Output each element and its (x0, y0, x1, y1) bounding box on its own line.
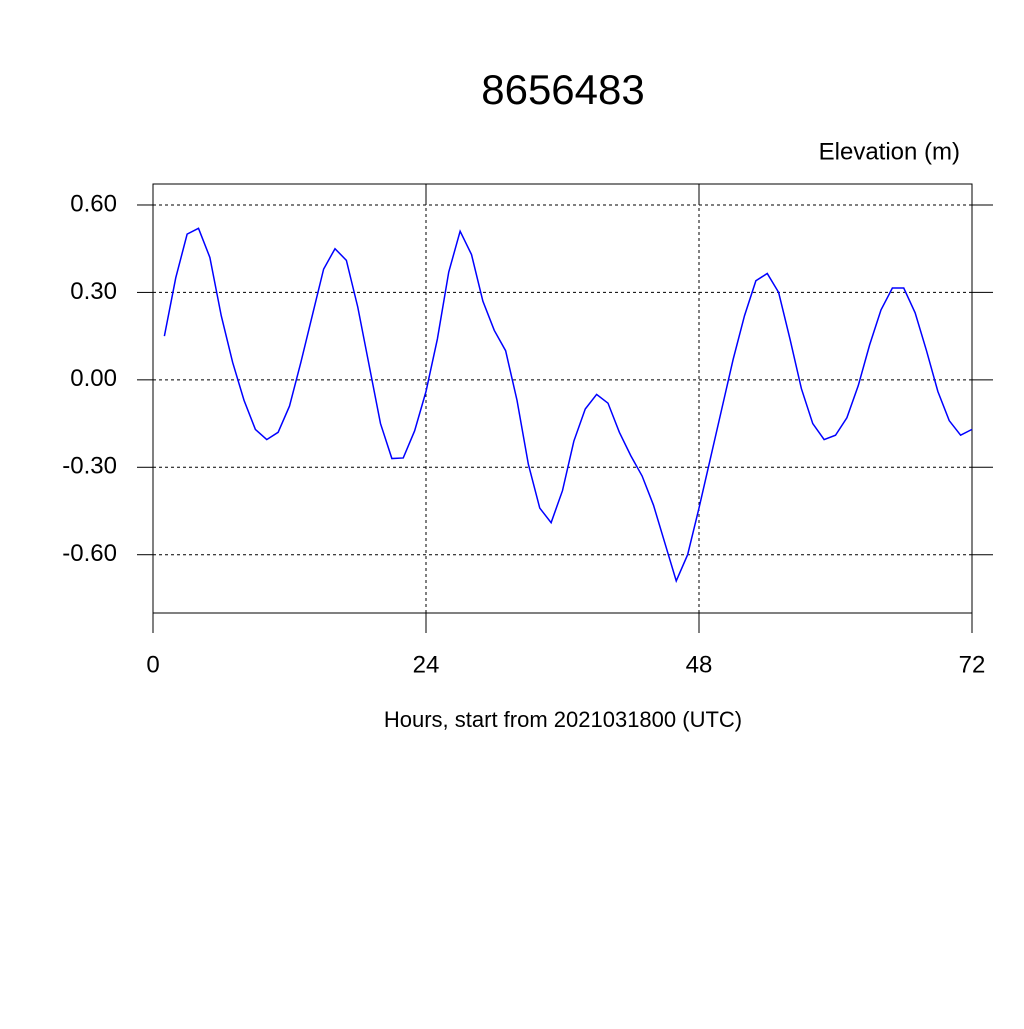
x-tick-label: 72 (959, 651, 986, 678)
chart-title: 8656483 (481, 66, 645, 113)
data-line (163, 227, 973, 584)
y-tick-label: 0.00 (70, 365, 117, 392)
x-axis-label: Hours, start from 2021031800 (UTC) (384, 707, 742, 732)
y-tick-label: -0.60 (62, 540, 117, 567)
y-axis-label: Elevation (m) (819, 138, 960, 165)
x-tick-label: 0 (146, 651, 159, 678)
x-tick-label: 24 (413, 651, 440, 678)
y-tick-label: 0.30 (70, 278, 117, 305)
y-tick-label: -0.30 (62, 453, 117, 480)
plot-frame (152, 183, 973, 614)
x-tick-label: 48 (686, 651, 713, 678)
y-tick-label: 0.60 (70, 190, 117, 217)
